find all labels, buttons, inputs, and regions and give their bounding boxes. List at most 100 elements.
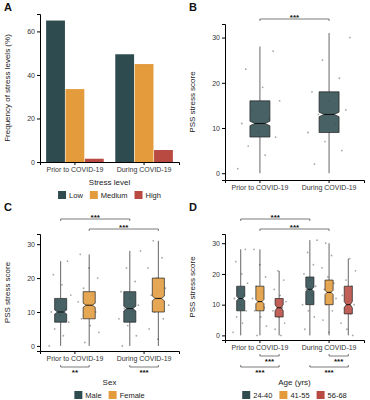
y-axis-title: Frequency of stress levels (%) <box>3 34 12 142</box>
data-point <box>52 274 54 276</box>
legend-swatch <box>90 191 98 199</box>
legend-swatch <box>135 191 143 199</box>
legend-label: Male <box>85 391 101 400</box>
data-point <box>331 255 333 257</box>
y-tick: 10 <box>212 301 225 308</box>
significance-label: *** <box>271 213 281 222</box>
data-point <box>244 248 246 250</box>
x-tick-label: During COVID-19 <box>302 184 357 192</box>
data-point <box>236 316 238 318</box>
significance-label: *** <box>265 357 275 366</box>
plot-marks <box>48 240 169 347</box>
x-tick-mark <box>74 162 75 165</box>
data-point <box>234 298 236 300</box>
data-point <box>118 318 120 320</box>
panel-label: B <box>189 1 197 13</box>
y-tick: 30 <box>212 240 225 247</box>
legend-swatch <box>242 391 250 399</box>
data-point <box>265 276 267 278</box>
whisker <box>240 249 241 286</box>
x-tick-mark <box>329 340 330 343</box>
data-point <box>79 253 81 255</box>
data-point <box>322 59 324 61</box>
box <box>325 280 333 305</box>
significance-bracket <box>241 365 279 367</box>
data-point <box>81 318 83 320</box>
axis-line <box>222 25 226 181</box>
y-tick-mark <box>222 128 225 129</box>
data-point <box>50 311 52 313</box>
panel: 0102030Prior to COVID-19During COVID-19P… <box>188 201 365 400</box>
legend-swatch <box>317 391 325 399</box>
median <box>239 298 243 299</box>
y-axis: 0204060 <box>27 15 40 166</box>
x-tick-label: Prior to COVID-19 <box>47 166 104 173</box>
box <box>152 278 164 312</box>
whisker <box>309 305 310 336</box>
y-tick: 20 <box>27 275 40 282</box>
median <box>58 312 64 313</box>
significance-label: *** <box>91 213 101 222</box>
data-point <box>252 298 254 300</box>
x-axis: Prior to COVID-19During COVID-19 <box>226 180 365 192</box>
y-tick-mark <box>222 243 225 244</box>
data-point <box>266 325 268 327</box>
whisker <box>309 240 310 277</box>
data-point <box>349 37 351 39</box>
median <box>277 307 281 308</box>
panel: 0102030Prior to COVID-19During COVID-19P… <box>188 1 365 192</box>
y-tick: 30 <box>212 34 225 41</box>
data-point <box>98 331 100 333</box>
data-point <box>307 252 309 254</box>
data-point <box>127 325 129 327</box>
data-point <box>125 267 127 269</box>
bar <box>135 64 154 162</box>
significance-label: *** <box>324 368 334 377</box>
data-point <box>134 281 136 283</box>
data-point <box>284 322 286 324</box>
data-point <box>235 261 237 263</box>
significance-label: ** <box>72 368 79 377</box>
data-point <box>322 319 324 321</box>
data-point <box>345 279 347 281</box>
box <box>55 298 67 322</box>
y-axis-title: PSS stress score <box>188 71 197 133</box>
y-tick-mark <box>222 274 225 275</box>
legend-label: 24-40 <box>253 391 272 400</box>
data-point <box>340 322 342 324</box>
data-point <box>83 287 85 289</box>
whisker <box>240 311 241 336</box>
whisker <box>158 241 159 278</box>
y-tick-mark <box>37 312 40 313</box>
data-point <box>313 264 315 266</box>
box <box>83 292 95 319</box>
data-point <box>253 248 255 250</box>
legend-item: Medium <box>90 191 128 200</box>
whisker <box>329 33 330 92</box>
data-point <box>135 335 137 337</box>
y-tick-label: 20 <box>212 80 220 87</box>
legend-swatch <box>279 391 287 399</box>
whisker <box>158 312 159 346</box>
data-point <box>67 260 69 262</box>
data-point <box>325 242 327 244</box>
whisker <box>129 322 130 346</box>
data-point <box>264 154 266 156</box>
x-axis: Prior to COVID-19During COVID-19 <box>41 162 180 174</box>
y-tick: 40 <box>27 72 40 79</box>
y-tick: 0 <box>216 170 225 177</box>
data-point <box>254 310 256 312</box>
x-tick-mark <box>259 180 260 183</box>
figure: 0204060Prior to COVID-19During COVID-19F… <box>0 0 370 400</box>
data-point <box>307 132 309 134</box>
data-point <box>247 282 249 284</box>
y-tick-label: 10 <box>27 309 35 316</box>
data-point <box>232 331 234 333</box>
plot-marks <box>46 21 173 162</box>
whisker <box>348 314 349 336</box>
data-point <box>349 258 351 260</box>
x-tick: Prior to COVID-19 <box>232 340 289 351</box>
significance-bracket <box>61 365 90 367</box>
y-tick-mark <box>222 83 225 84</box>
x-tick-label: During COVID-19 <box>117 355 172 363</box>
